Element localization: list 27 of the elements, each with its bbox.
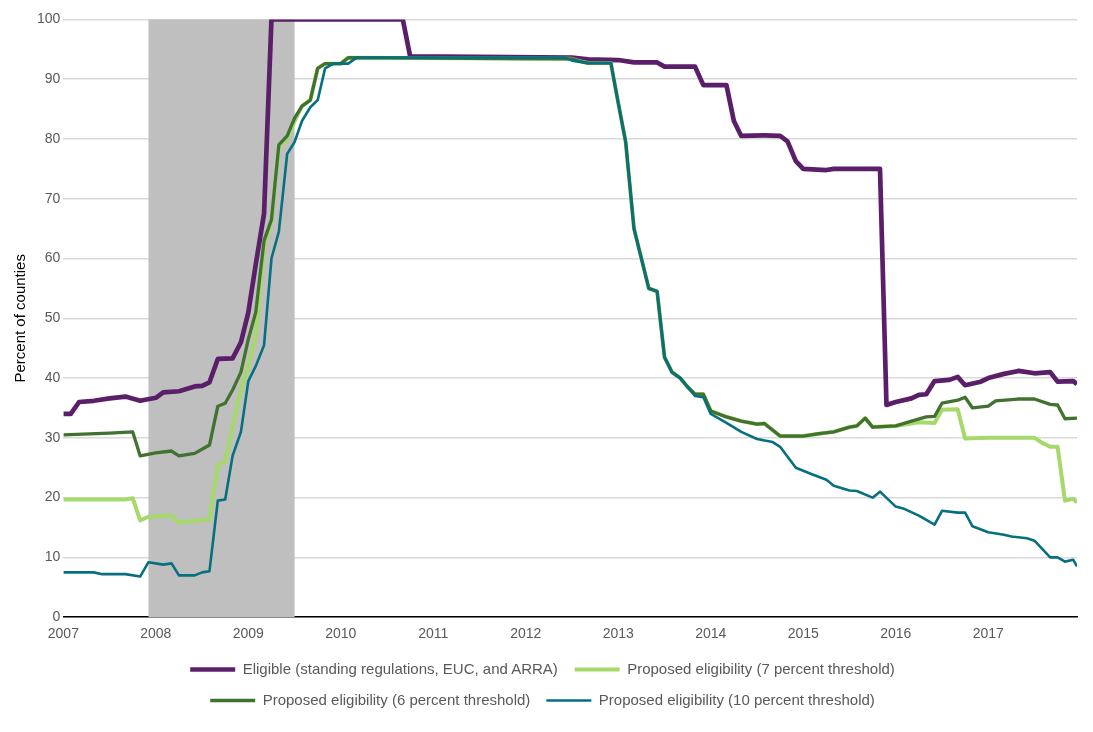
- y-tick-label: 40: [44, 368, 61, 385]
- x-tick-label: 2016: [880, 625, 912, 642]
- legend-label: Proposed eligibility (10 percent threshold): [598, 690, 875, 708]
- y-tick-label: 20: [44, 488, 61, 505]
- y-tick-label: 80: [44, 129, 61, 146]
- x-tick-label: 2014: [695, 625, 727, 642]
- y-tick-label: 70: [44, 189, 61, 206]
- x-tick-label: 2012: [510, 625, 542, 642]
- legend-label: Proposed eligibility (6 percent threshold): [262, 690, 531, 708]
- x-tick-label: 2008: [140, 625, 172, 642]
- y-tick-label: 100: [37, 10, 61, 27]
- y-tick-label: 30: [44, 428, 61, 445]
- y-tick-label: 0: [52, 608, 61, 625]
- x-tick-label: 2009: [232, 625, 265, 642]
- y-tick-label: 10: [44, 548, 61, 565]
- y-tick-label: 50: [44, 309, 61, 326]
- x-tick-label: 2013: [602, 625, 635, 642]
- y-axis-title: Percent of counties: [11, 254, 29, 383]
- y-tick-label: 90: [44, 70, 61, 87]
- x-tick-label: 2010: [325, 625, 357, 642]
- x-tick-label: 2007: [47, 625, 80, 642]
- x-tick-label: 2015: [787, 625, 820, 642]
- legend-label: Proposed eligibility (7 percent threshold): [627, 659, 895, 677]
- legend-label: Eligible (standing regulations, EUC, and ARRA): [242, 659, 558, 677]
- y-tick-label: 60: [44, 249, 61, 266]
- x-tick-label: 2011: [418, 625, 449, 642]
- x-tick-label: 2017: [972, 625, 1004, 642]
